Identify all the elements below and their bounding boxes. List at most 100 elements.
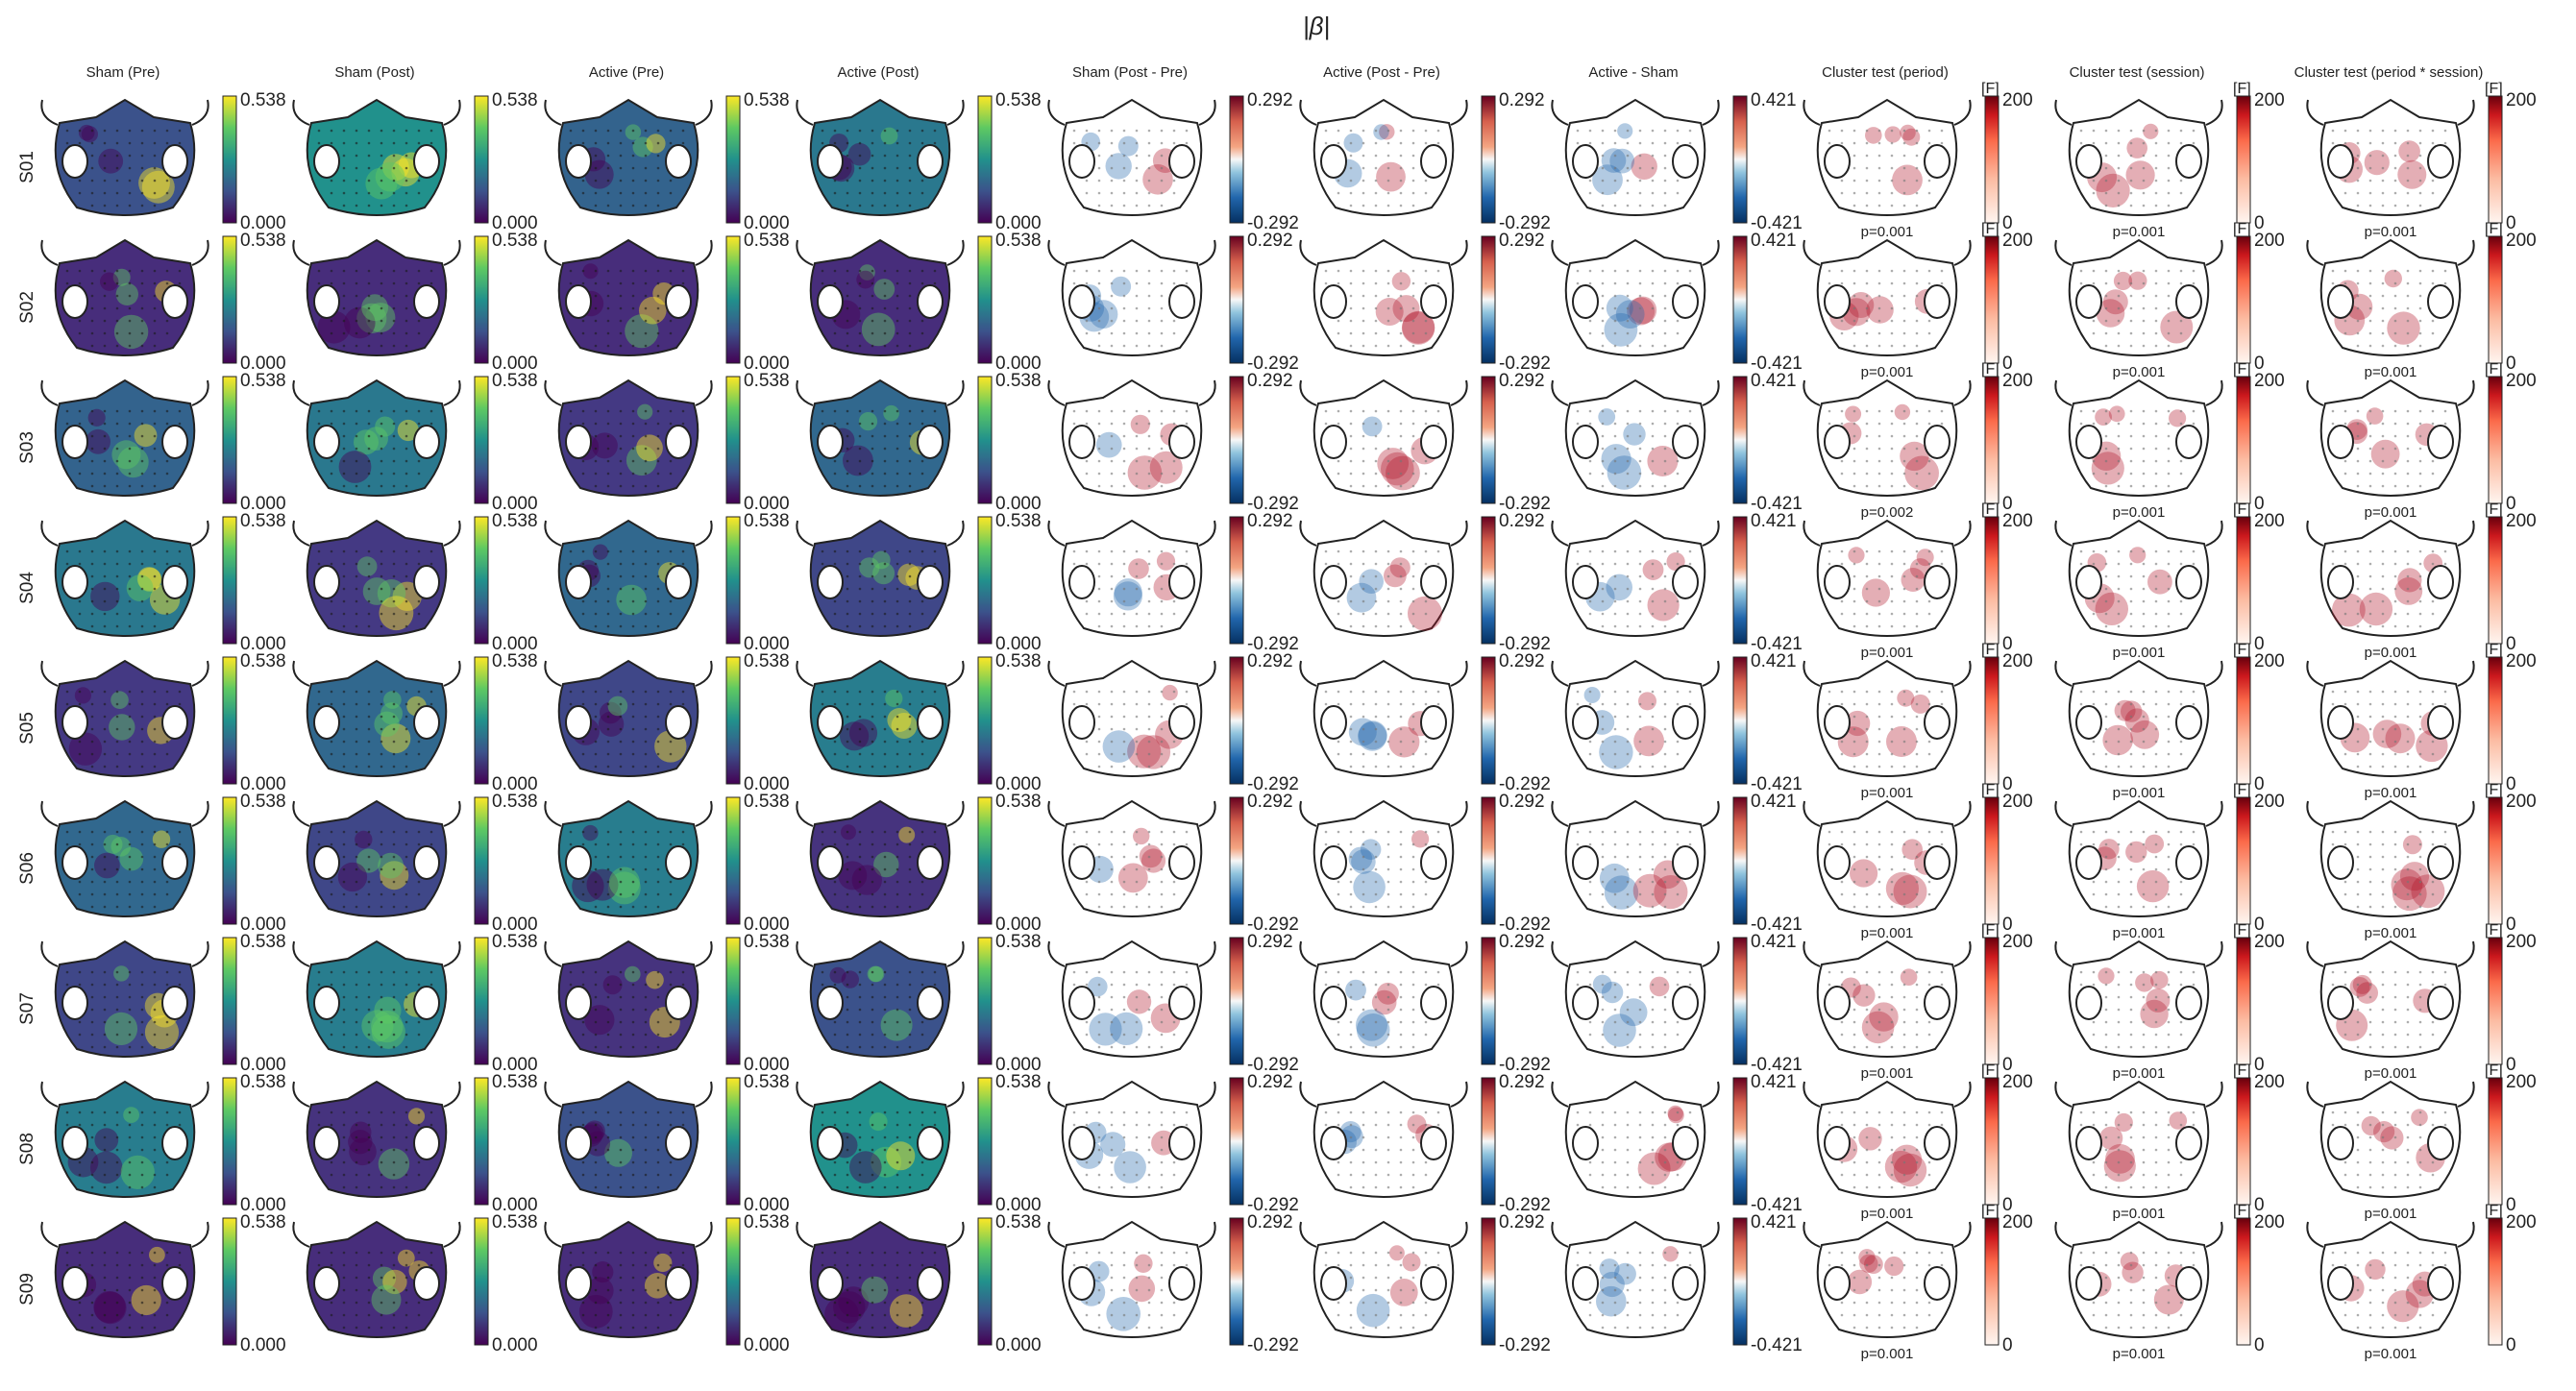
sensor-dot	[2129, 702, 2133, 706]
sensor-dot	[1147, 587, 1151, 591]
head-outline	[1816, 98, 1958, 216]
sensor-dot	[1877, 765, 1881, 769]
subject-label: S07	[17, 992, 37, 1025]
sensor-dot	[392, 409, 396, 413]
sensor-dot	[1160, 727, 1164, 731]
head-hole-left	[565, 986, 592, 1020]
sensor-dot	[140, 549, 144, 553]
head-ear-left	[40, 99, 59, 126]
head-outline	[2319, 378, 2462, 497]
colorbar	[1984, 235, 1999, 364]
activity-blob	[344, 306, 376, 339]
sensor-dot	[631, 1033, 635, 1037]
colorbar	[2488, 656, 2503, 785]
sensor-dot	[2393, 880, 2397, 884]
sensor-dot	[1362, 690, 1365, 694]
sensor-dot	[103, 179, 107, 183]
sensor-dot	[1588, 599, 1592, 603]
sensor-dot	[330, 1033, 333, 1037]
sensor-dot	[90, 905, 94, 909]
cluster-p-value: p=0.002	[1861, 504, 1914, 521]
sensor-dot	[631, 574, 635, 578]
sensor-dot	[1110, 855, 1114, 859]
sensor-dot	[1613, 459, 1617, 463]
sensor-dot	[1877, 830, 1881, 834]
sensor-dot	[1172, 191, 1176, 195]
sensor-dot	[2356, 905, 2360, 909]
sensor-dot	[2179, 472, 2183, 476]
head-outline	[2068, 659, 2210, 777]
sensor-dot	[606, 434, 610, 438]
sensor-dot	[1601, 752, 1605, 756]
sensor-dot	[380, 702, 383, 706]
sensor-dot	[2079, 129, 2083, 133]
sensor-dot	[1626, 905, 1630, 909]
head-ear-left	[1047, 940, 1066, 967]
sensor-dot	[1110, 624, 1114, 628]
sensor-dot	[895, 306, 899, 310]
sensor-dot	[405, 319, 408, 323]
sensor-dot	[1122, 434, 1126, 438]
sensor-dot	[405, 154, 408, 158]
head-ear-right	[191, 940, 209, 967]
sensor-dot	[153, 459, 157, 463]
column-title: Active (Pre)	[589, 64, 664, 81]
sensor-dot	[1160, 612, 1164, 616]
sensor-dot	[883, 344, 887, 348]
sensor-dot	[2167, 855, 2171, 859]
head-hole-left	[1572, 144, 1599, 179]
sensor-dot	[90, 191, 94, 195]
sensor-dot	[90, 409, 94, 413]
sensor-dot	[1840, 702, 1844, 706]
head-ear-right	[1702, 379, 1720, 406]
activity-blob	[356, 848, 381, 873]
sensor-dot	[1185, 702, 1189, 706]
sensor-dot	[2418, 204, 2422, 207]
sensor-dot	[1651, 319, 1655, 323]
sensor-dot	[1626, 830, 1630, 834]
sensor-dot	[380, 129, 383, 133]
sensor-dot	[581, 842, 585, 846]
head-hole-right	[1168, 705, 1195, 740]
sensor-dot	[2406, 281, 2410, 285]
sensor-dot	[115, 983, 119, 987]
sensor-dot	[2154, 484, 2158, 488]
sensor-dot	[115, 842, 119, 846]
sensor-dot	[895, 702, 899, 706]
sensor-dot	[1160, 715, 1164, 719]
sensor-dot	[1374, 624, 1378, 628]
sensor-dot	[2356, 129, 2360, 133]
sensor-dot	[1852, 702, 1856, 706]
sensor-dot	[128, 434, 132, 438]
sensor-dot	[2406, 472, 2410, 476]
sensor-dot	[1135, 765, 1139, 769]
head-hole-left	[61, 565, 88, 599]
sensor-dot	[669, 1020, 673, 1024]
activity-blob	[383, 691, 402, 709]
sensor-dot	[1688, 562, 1692, 566]
activity-blob	[2095, 592, 2128, 625]
sensor-dot	[1122, 715, 1126, 719]
colorbar-max-label: 200	[2002, 792, 2033, 812]
sensor-dot	[1374, 459, 1378, 463]
head-hole-left	[565, 705, 592, 740]
sensor-dot	[606, 154, 610, 158]
sensor-dot	[1349, 306, 1353, 310]
sensor-dot	[1852, 269, 1856, 273]
sensor-dot	[883, 191, 887, 195]
sensor-dot	[367, 867, 371, 871]
sensor-dot	[1902, 129, 1906, 133]
sensor-dot	[1122, 179, 1126, 183]
sensor-dot	[1386, 129, 1390, 133]
head-ear-left	[544, 520, 562, 547]
sensor-dot	[858, 549, 862, 553]
colorbar-min-label: 0	[2254, 213, 2265, 233]
sensor-dot	[115, 690, 119, 694]
activity-blob	[2098, 839, 2120, 860]
sensor-dot	[594, 880, 598, 884]
sensor-dot	[405, 855, 408, 859]
sensor-dot	[1588, 842, 1592, 846]
sensor-dot	[1676, 612, 1680, 616]
sensor-dot	[2129, 166, 2133, 170]
